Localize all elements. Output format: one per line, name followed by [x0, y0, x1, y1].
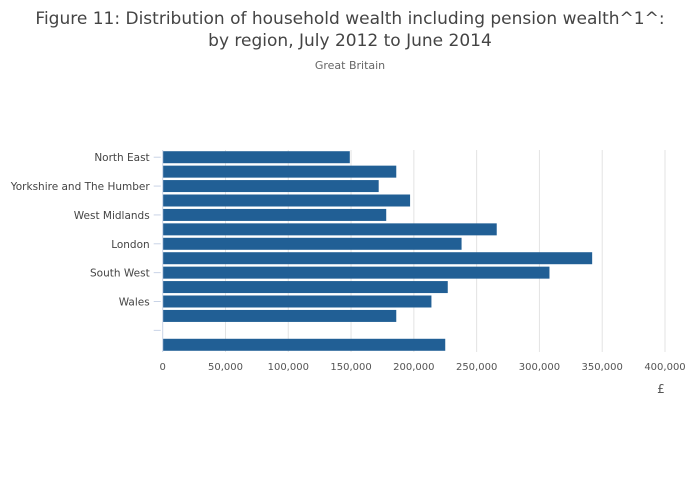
bar	[162, 165, 397, 178]
y-category-label: Yorkshire and The Humber	[10, 181, 151, 193]
x-tick-label: 400,000	[644, 362, 685, 373]
x-tick-label: 350,000	[582, 362, 623, 373]
x-tick-label: 150,000	[330, 362, 371, 373]
x-axis: 0 50,000 100,000 150,000 200,000 250,000 300,0…	[160, 362, 686, 373]
chart-title-line2: by region, July 2012 to June 2014	[208, 31, 492, 51]
bars	[162, 151, 593, 351]
y-axis: North East Yorkshire and The Humber West M…	[10, 150, 164, 352]
bar	[162, 180, 379, 193]
x-tick-label: 0	[160, 362, 166, 373]
bar	[162, 266, 550, 279]
y-category-label: Wales	[119, 297, 150, 309]
x-tick-label: 50,000	[208, 362, 243, 373]
bar	[162, 309, 397, 322]
x-axis-label: £	[657, 382, 665, 396]
x-tick-label: 250,000	[456, 362, 497, 373]
bar	[162, 194, 411, 207]
bar	[162, 151, 350, 164]
y-category-label: South West	[90, 268, 150, 280]
bar	[162, 281, 448, 294]
bar	[162, 295, 432, 308]
x-tick-label: 300,000	[519, 362, 560, 373]
chart-subtitle: Great Britain	[315, 59, 385, 72]
chart-title-line1: Figure 11: Distribution of household wea…	[35, 9, 664, 29]
bar	[162, 223, 497, 236]
bar	[162, 208, 387, 221]
y-category-label: North East	[94, 152, 149, 164]
y-category-label: West Midlands	[74, 210, 150, 222]
bar	[162, 338, 446, 351]
x-tick-label: 100,000	[268, 362, 309, 373]
bar	[162, 252, 593, 265]
bar	[162, 237, 462, 250]
y-category-label: London	[111, 239, 150, 251]
x-tick-label: 200,000	[393, 362, 434, 373]
